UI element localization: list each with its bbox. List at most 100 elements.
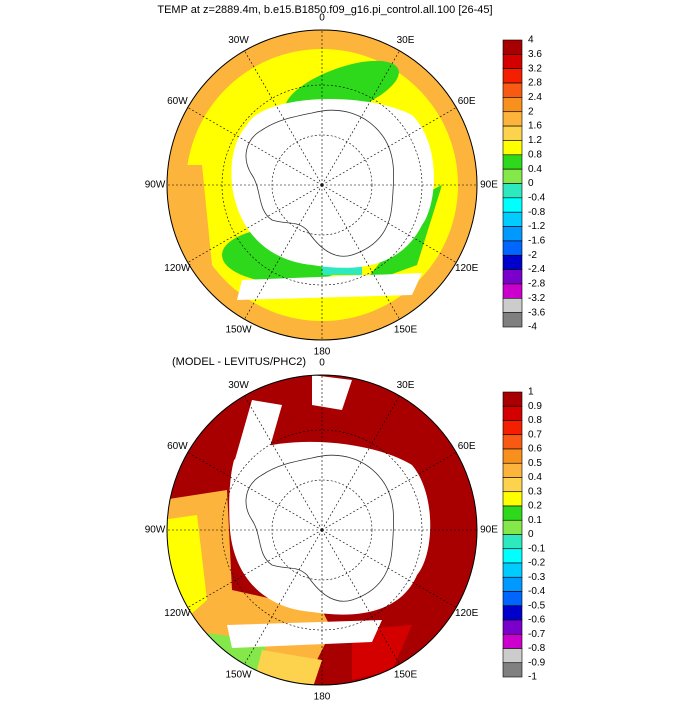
longitude-label: 30E — [397, 35, 415, 46]
colorbar-box — [502, 519, 523, 535]
longitude-label: 150W — [225, 324, 252, 335]
colorbar-box — [502, 477, 523, 493]
meridian-line — [321, 529, 400, 665]
meridian-line — [244, 50, 323, 186]
colorbar-label: 4 — [528, 35, 534, 46]
continent — [245, 454, 395, 602]
longitude-label: 150E — [394, 669, 418, 680]
longitude-label: 60W — [167, 96, 188, 107]
colorbar-label: -0.6 — [528, 615, 546, 626]
colorbar-label: -0.8 — [528, 643, 546, 654]
longitude-label: 150W — [225, 669, 252, 680]
longitude-label: 60E — [458, 96, 476, 107]
longitude-label: 180 — [314, 692, 331, 700]
colorbar-box — [502, 405, 523, 421]
colorbar-box — [502, 254, 523, 270]
colorbar-label: 3.2 — [528, 63, 542, 74]
meridian-line — [187, 107, 323, 186]
meridian-line — [244, 529, 323, 665]
meridian-line — [321, 395, 400, 531]
colorbar-label: -4 — [528, 322, 537, 333]
longitude-label: 60E — [458, 441, 476, 452]
colorbar-box — [502, 462, 523, 478]
longitude-label: 90W — [145, 525, 166, 536]
colorbar-box — [502, 111, 523, 127]
colorbar-box — [502, 434, 523, 450]
colorbar-box — [502, 562, 523, 578]
colorbar-label: -0.3 — [528, 572, 546, 583]
colorbar-label: -0.2 — [528, 558, 546, 569]
colorbar-label: -0.4 — [528, 586, 546, 597]
field — [322, 265, 362, 275]
colorbar-box — [502, 226, 523, 242]
colorbar-box — [502, 154, 523, 170]
colorbar-box — [502, 240, 523, 256]
map — [166, 374, 478, 686]
colorbar-label: 0 — [528, 529, 534, 540]
meridian-line — [321, 50, 400, 186]
colorbar-box — [502, 605, 523, 621]
meridian-line — [244, 184, 323, 320]
longitude-label: 90W — [145, 180, 166, 191]
colorbar-box — [502, 420, 523, 436]
longitude-label: 120W — [164, 263, 191, 274]
longitude-label: 0 — [319, 13, 325, 24]
colorbar-box — [502, 183, 523, 199]
colorbar-label: 0.4 — [528, 164, 542, 175]
colorbar-label: 0.6 — [528, 444, 542, 455]
colorbar-box — [502, 534, 523, 550]
colorbar-box — [502, 619, 523, 635]
colorbar-label: -2.4 — [528, 264, 546, 275]
longitude-label: 120W — [164, 608, 191, 619]
meridian-line — [321, 107, 457, 186]
colorbar-label: 0.7 — [528, 429, 542, 440]
colorbar-label: 1.2 — [528, 135, 542, 146]
colorbar-label: 2.8 — [528, 78, 542, 89]
longitude-label: 0 — [319, 358, 325, 369]
panel-title: TEMP at z=2889.4m, b.e15.B1850.f09_g16.p… — [157, 4, 492, 16]
panel-title: (MODEL - LEVITUS/PHC2) — [172, 356, 306, 368]
colorbar-label: -0.7 — [528, 629, 546, 640]
colorbar-box — [502, 168, 523, 184]
longitude-label: 90E — [480, 180, 498, 191]
colorbar-box — [502, 97, 523, 113]
colorbar-box — [502, 633, 523, 649]
colorbar-label: 2 — [528, 106, 534, 117]
longitude-label: 30W — [228, 380, 249, 391]
colorbar-label: -0.5 — [528, 600, 546, 611]
colorbar-box — [502, 39, 523, 55]
colorbar-label: 0.8 — [528, 415, 542, 426]
colorbar-label: 0 — [528, 178, 534, 189]
meridian-line — [244, 395, 323, 531]
colorbar-label: 0.5 — [528, 458, 542, 469]
colorbar-label: 0.1 — [528, 515, 542, 526]
longitude-label: 90E — [480, 525, 498, 536]
colorbar-label: 3.6 — [528, 49, 542, 60]
colorbar-box — [502, 448, 523, 464]
colorbar-box — [502, 591, 523, 607]
colorbar-box — [502, 662, 523, 678]
colorbar-label: -1.2 — [528, 221, 546, 232]
colorbar-box — [502, 197, 523, 213]
meridian-line — [187, 452, 323, 531]
field — [237, 273, 422, 300]
longitude-label: 120E — [455, 608, 479, 619]
colorbar-box — [502, 648, 523, 664]
colorbar-box — [502, 312, 523, 328]
colorbar-box — [502, 125, 523, 141]
colorbar-label: 0.4 — [528, 472, 542, 483]
colorbar-label: -1 — [528, 672, 537, 683]
meridian-line — [321, 529, 457, 608]
longitude-label: 30W — [228, 35, 249, 46]
colorbar-box — [502, 548, 523, 564]
colorbar-box — [502, 140, 523, 156]
colorbar-box — [502, 269, 523, 285]
colorbar-box — [502, 54, 523, 69]
colorbar-box — [502, 576, 523, 592]
longitude-label: 180 — [314, 347, 331, 358]
colorbar-label: -3.6 — [528, 307, 546, 318]
colorbar-label: 1.6 — [528, 121, 542, 132]
colorbar-label: -0.8 — [528, 207, 546, 218]
